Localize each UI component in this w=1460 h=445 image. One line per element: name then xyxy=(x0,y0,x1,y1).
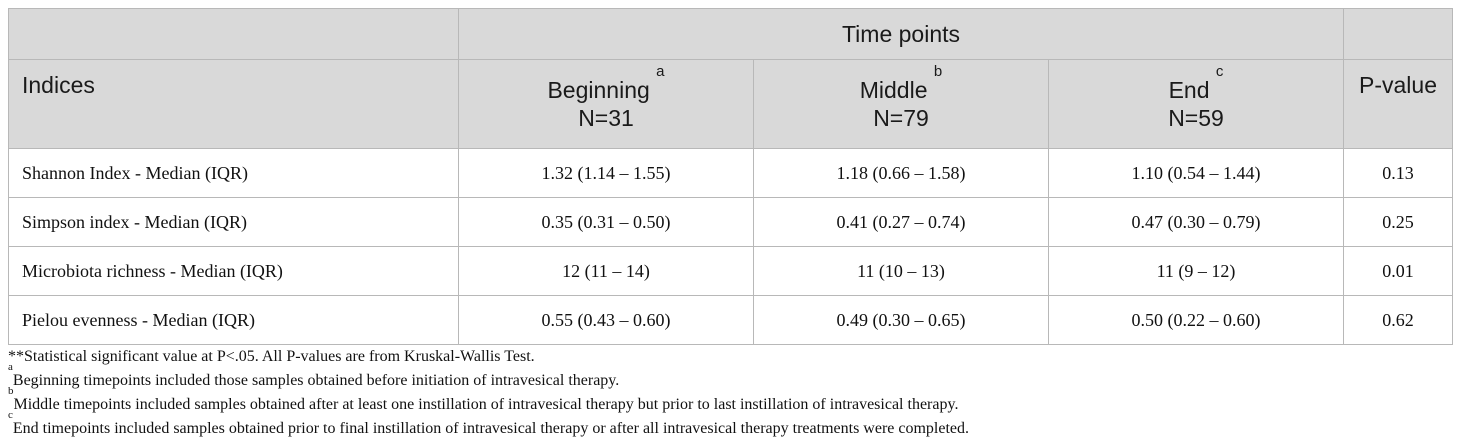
footnote: cEnd timepoints included samples obtaine… xyxy=(8,410,1452,441)
end-value: 0.50 (0.22 – 0.60) xyxy=(1047,295,1345,345)
header-row-columns: Indices Beginning a N=31 Middle b N=79 E… xyxy=(8,59,1454,149)
pvalue-header: P-value xyxy=(1343,59,1454,149)
header-row-timepoints: Time points xyxy=(8,8,1454,60)
beginning-header: Beginning a N=31 xyxy=(458,59,754,149)
time-points-header: Time points xyxy=(457,8,1345,60)
beginning-value: 1.32 (1.14 – 1.55) xyxy=(458,148,754,198)
footnote-text: **Statistical significant value at P<.05… xyxy=(8,348,535,365)
beginning-sup: a xyxy=(656,63,665,80)
beginning-value: 12 (11 – 14) xyxy=(458,246,754,296)
beginning-label: Beginning xyxy=(547,77,650,103)
beginning-value: 0.55 (0.43 – 0.60) xyxy=(458,295,754,345)
end-value: 11 (9 – 12) xyxy=(1047,246,1345,296)
results-table: Time points Indices Beginning a N=31 Mid… xyxy=(8,8,1454,345)
table-row: Pielou evenness - Median (IQR) 0.55 (0.4… xyxy=(8,295,1454,345)
beginning-value: 0.35 (0.31 – 0.50) xyxy=(458,197,754,247)
footnote: aBeginning timepoints included those sam… xyxy=(8,362,1452,393)
middle-n: N=79 xyxy=(873,105,929,131)
row-label: Simpson index - Median (IQR) xyxy=(8,197,459,247)
footnote-marker: b xyxy=(8,385,14,397)
footnote-text: Middle timepoints included samples obtai… xyxy=(13,396,959,413)
table-row: Simpson index - Median (IQR) 0.35 (0.31 … xyxy=(8,197,1454,247)
middle-value: 0.49 (0.30 – 0.65) xyxy=(753,295,1049,345)
end-sup: c xyxy=(1215,63,1224,80)
pvalue-value: 0.62 xyxy=(1343,295,1454,345)
footnotes: **Statistical significant value at P<.05… xyxy=(8,345,1452,441)
table-row: Shannon Index - Median (IQR) 1.32 (1.14 … xyxy=(8,148,1454,198)
end-value: 0.47 (0.30 – 0.79) xyxy=(1047,197,1345,247)
footnote: **Statistical significant value at P<.05… xyxy=(8,345,1452,369)
footnote-text: Beginning timepoints included those samp… xyxy=(12,372,620,389)
footnote-marker: c xyxy=(8,409,13,421)
middle-label: Middle xyxy=(859,77,928,103)
middle-sup: b xyxy=(933,63,943,80)
footnote-marker: a xyxy=(8,361,13,373)
end-value: 1.10 (0.54 – 1.44) xyxy=(1047,148,1345,198)
middle-value: 0.41 (0.27 – 0.74) xyxy=(753,197,1049,247)
beginning-n: N=31 xyxy=(578,105,634,131)
row-label: Shannon Index - Median (IQR) xyxy=(8,148,459,198)
indices-header: Indices xyxy=(8,59,459,149)
end-label: End xyxy=(1168,77,1210,103)
middle-value: 11 (10 – 13) xyxy=(753,246,1049,296)
end-n: N=59 xyxy=(1168,105,1224,131)
pvalue-value: 0.25 xyxy=(1343,197,1454,247)
footnote-text: End timepoints included samples obtained… xyxy=(12,420,970,437)
row-label: Microbiota richness - Median (IQR) xyxy=(8,246,459,296)
pvalue-value: 0.13 xyxy=(1343,148,1454,198)
row-label: Pielou evenness - Median (IQR) xyxy=(8,295,459,345)
pvalue-value: 0.01 xyxy=(1343,246,1454,296)
middle-header: Middle b N=79 xyxy=(753,59,1049,149)
middle-value: 1.18 (0.66 – 1.58) xyxy=(753,148,1049,198)
footnote: bMiddle timepoints included samples obta… xyxy=(8,386,1452,417)
table-row: Microbiota richness - Median (IQR) 12 (1… xyxy=(8,246,1454,296)
header-empty-cell xyxy=(1343,8,1454,60)
header-empty-cell xyxy=(8,8,459,60)
end-header: End c N=59 xyxy=(1047,59,1345,149)
